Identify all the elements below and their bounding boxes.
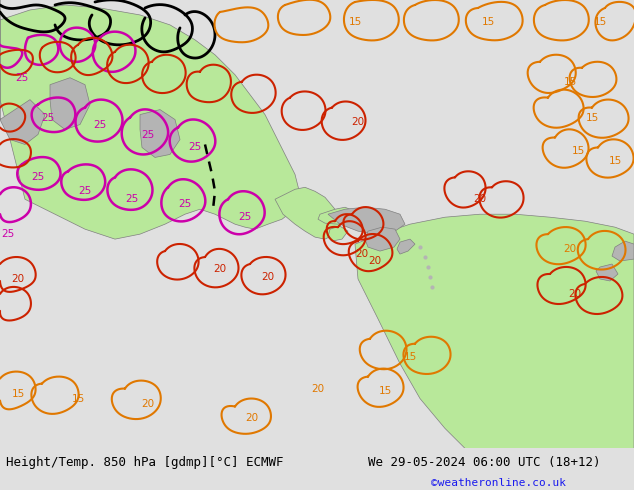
PathPatch shape xyxy=(612,241,634,261)
Text: 20: 20 xyxy=(141,398,155,409)
Text: 15: 15 xyxy=(72,393,84,404)
Text: 15: 15 xyxy=(481,17,495,27)
Text: 25: 25 xyxy=(238,212,252,222)
PathPatch shape xyxy=(50,78,90,129)
Text: 20: 20 xyxy=(368,256,382,266)
Text: ©weatheronline.co.uk: ©weatheronline.co.uk xyxy=(431,477,566,488)
Text: 20: 20 xyxy=(569,289,581,299)
Text: 15: 15 xyxy=(348,17,361,27)
Text: 25: 25 xyxy=(93,120,107,129)
Text: 20: 20 xyxy=(356,249,368,259)
PathPatch shape xyxy=(365,227,400,251)
Text: 25: 25 xyxy=(178,199,191,209)
PathPatch shape xyxy=(318,207,355,224)
Text: 20: 20 xyxy=(245,414,259,423)
Text: 20: 20 xyxy=(351,117,365,126)
Text: 25: 25 xyxy=(41,113,55,122)
Text: 15: 15 xyxy=(585,113,598,122)
PathPatch shape xyxy=(397,239,415,254)
PathPatch shape xyxy=(328,226,348,241)
PathPatch shape xyxy=(355,214,634,448)
Text: 25: 25 xyxy=(126,194,139,204)
Text: 15: 15 xyxy=(378,386,392,395)
Text: 20: 20 xyxy=(214,264,226,274)
Text: 25: 25 xyxy=(31,172,44,182)
Text: We 29-05-2024 06:00 UTC (18+12): We 29-05-2024 06:00 UTC (18+12) xyxy=(368,456,600,469)
Text: 15: 15 xyxy=(564,77,577,87)
Text: 25: 25 xyxy=(141,129,155,140)
Text: 15: 15 xyxy=(571,147,585,156)
Text: 20: 20 xyxy=(564,244,576,254)
Text: 20: 20 xyxy=(11,274,25,284)
PathPatch shape xyxy=(328,207,405,234)
PathPatch shape xyxy=(596,264,618,281)
Text: 20: 20 xyxy=(261,272,275,282)
Text: 15: 15 xyxy=(11,389,25,398)
Text: 20: 20 xyxy=(474,194,486,204)
PathPatch shape xyxy=(140,110,180,157)
PathPatch shape xyxy=(275,187,340,239)
Text: 15: 15 xyxy=(593,17,607,27)
Text: 25: 25 xyxy=(15,73,29,83)
Text: Height/Temp. 850 hPa [gdmp][°C] ECMWF: Height/Temp. 850 hPa [gdmp][°C] ECMWF xyxy=(6,456,284,469)
PathPatch shape xyxy=(0,5,300,239)
Text: 20: 20 xyxy=(311,384,325,393)
Text: 15: 15 xyxy=(403,352,417,362)
PathPatch shape xyxy=(0,0,45,145)
Text: 15: 15 xyxy=(609,156,621,167)
Text: 25: 25 xyxy=(79,186,92,196)
Text: 25: 25 xyxy=(188,143,202,152)
Text: 25: 25 xyxy=(1,229,15,239)
